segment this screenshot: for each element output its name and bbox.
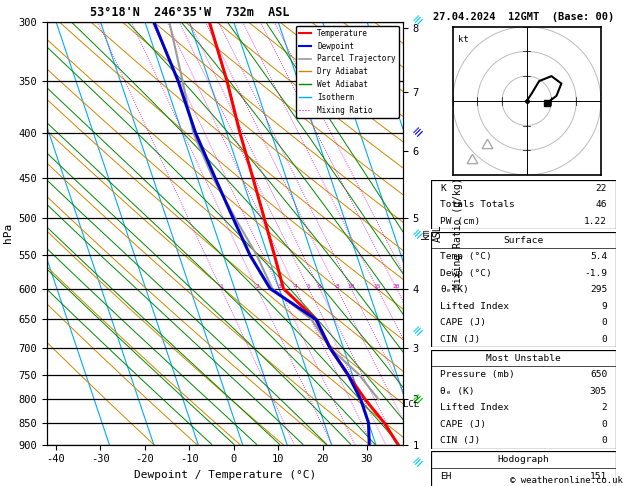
Text: 1.22: 1.22 (584, 217, 607, 226)
Text: 0: 0 (601, 318, 607, 327)
Text: CIN (J): CIN (J) (440, 436, 481, 445)
Text: ≡: ≡ (410, 390, 426, 407)
Text: PW (cm): PW (cm) (440, 217, 481, 226)
Text: Surface: Surface (504, 236, 543, 244)
Text: 46: 46 (596, 200, 607, 209)
Text: 295: 295 (590, 285, 607, 294)
Text: 27.04.2024  12GMT  (Base: 00): 27.04.2024 12GMT (Base: 00) (433, 12, 615, 22)
Text: ≡: ≡ (410, 453, 426, 470)
Text: 22: 22 (596, 184, 607, 192)
Text: 20: 20 (392, 284, 400, 289)
Text: 6: 6 (318, 284, 321, 289)
Text: Hodograph: Hodograph (498, 455, 550, 464)
Text: LCL: LCL (403, 399, 419, 409)
Text: CAPE (J): CAPE (J) (440, 318, 486, 327)
Text: ≡: ≡ (410, 225, 426, 242)
Text: 151: 151 (590, 472, 607, 481)
Text: 0: 0 (601, 420, 607, 429)
Y-axis label: hPa: hPa (3, 223, 13, 243)
Text: 305: 305 (590, 387, 607, 396)
Text: 9: 9 (601, 302, 607, 311)
Text: 2: 2 (255, 284, 259, 289)
Text: © weatheronline.co.uk: © weatheronline.co.uk (510, 476, 623, 485)
Text: 1: 1 (219, 284, 223, 289)
Legend: Temperature, Dewpoint, Parcel Trajectory, Dry Adiabat, Wet Adiabat, Isotherm, Mi: Temperature, Dewpoint, Parcel Trajectory… (296, 26, 399, 118)
Text: 3: 3 (277, 284, 281, 289)
Text: 0: 0 (601, 335, 607, 344)
X-axis label: Dewpoint / Temperature (°C): Dewpoint / Temperature (°C) (134, 470, 316, 480)
Text: kt: kt (458, 35, 469, 44)
Text: Temp (°C): Temp (°C) (440, 252, 492, 261)
Text: 4: 4 (294, 284, 298, 289)
Text: ≡: ≡ (410, 322, 426, 339)
Text: ≡: ≡ (410, 11, 426, 28)
Text: 10: 10 (347, 284, 355, 289)
Text: 0: 0 (601, 436, 607, 445)
Text: θₑ(K): θₑ(K) (440, 285, 469, 294)
Text: CIN (J): CIN (J) (440, 335, 481, 344)
Text: K: K (440, 184, 446, 192)
Text: ≡: ≡ (410, 123, 426, 139)
Text: 5: 5 (307, 284, 311, 289)
Text: EH: EH (440, 472, 452, 481)
Text: Lifted Index: Lifted Index (440, 302, 509, 311)
Text: Lifted Index: Lifted Index (440, 403, 509, 412)
Text: 8: 8 (335, 284, 339, 289)
Text: Totals Totals: Totals Totals (440, 200, 515, 209)
Text: Dewp (°C): Dewp (°C) (440, 269, 492, 278)
Text: 53°18'N  246°35'W  732m  ASL: 53°18'N 246°35'W 732m ASL (89, 6, 289, 19)
Text: -1.9: -1.9 (584, 269, 607, 278)
Text: 2: 2 (601, 403, 607, 412)
Text: 15: 15 (374, 284, 381, 289)
Text: θₑ (K): θₑ (K) (440, 387, 475, 396)
Text: Most Unstable: Most Unstable (486, 354, 561, 363)
Y-axis label: km
ASL: km ASL (421, 225, 443, 242)
Text: CAPE (J): CAPE (J) (440, 420, 486, 429)
Text: 650: 650 (590, 370, 607, 379)
Text: Pressure (mb): Pressure (mb) (440, 370, 515, 379)
Text: 5.4: 5.4 (590, 252, 607, 261)
Text: Mixing Ratio (g/kg): Mixing Ratio (g/kg) (453, 177, 463, 289)
